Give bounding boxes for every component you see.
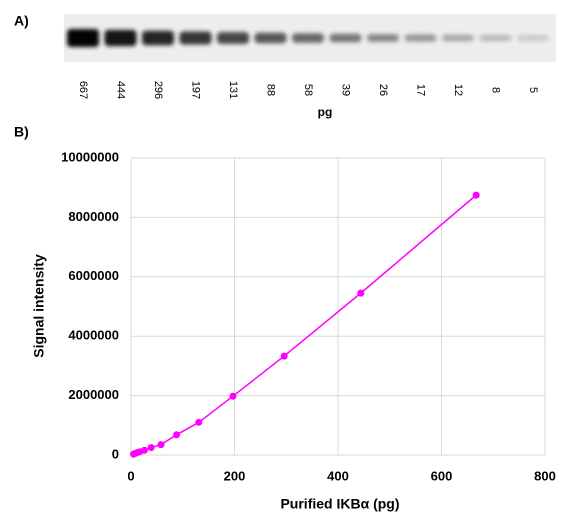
blot-band bbox=[405, 34, 437, 41]
data-point bbox=[148, 444, 155, 451]
y-axis-title: Signal intensity bbox=[31, 254, 47, 358]
blot-band bbox=[292, 33, 324, 42]
lane-label: 5 bbox=[527, 87, 539, 93]
series-line bbox=[134, 195, 477, 454]
lane-label: 197 bbox=[190, 81, 202, 99]
data-point bbox=[173, 431, 180, 438]
x-axis-title: Purified IKBα (pg) bbox=[280, 496, 399, 512]
data-point bbox=[195, 419, 202, 426]
page: A) pg B) Purified IKBα (pg) Signal inten… bbox=[0, 0, 566, 516]
blot-band bbox=[480, 35, 512, 41]
y-tick-label: 8000000 bbox=[68, 209, 119, 224]
y-tick-label: 2000000 bbox=[68, 387, 119, 402]
data-point bbox=[281, 353, 288, 360]
y-tick-label: 6000000 bbox=[68, 268, 119, 283]
y-tick-label: 4000000 bbox=[68, 328, 119, 343]
x-tick-label: 200 bbox=[224, 468, 246, 483]
blot-band bbox=[217, 32, 249, 44]
lane-label: 26 bbox=[377, 84, 389, 96]
lane-label: 17 bbox=[415, 84, 427, 96]
lane-label: 39 bbox=[340, 84, 352, 96]
figure: A) pg B) Purified IKBα (pg) Signal inten… bbox=[0, 0, 566, 516]
blot-band bbox=[67, 29, 99, 47]
panel-label: B) bbox=[14, 124, 29, 140]
blot-band bbox=[517, 35, 549, 41]
blot-band bbox=[180, 31, 212, 44]
x-tick-label: 400 bbox=[327, 468, 349, 483]
blot-unit: pg bbox=[318, 105, 333, 119]
data-point bbox=[141, 447, 148, 454]
x-tick-label: 800 bbox=[534, 468, 556, 483]
blot-band bbox=[442, 35, 474, 42]
data-point bbox=[158, 441, 165, 448]
data-point bbox=[473, 192, 480, 199]
lane-label: 12 bbox=[452, 84, 464, 96]
lane-label: 131 bbox=[227, 81, 239, 99]
blot-band bbox=[255, 33, 287, 44]
lane-label: 296 bbox=[152, 81, 164, 99]
data-point bbox=[357, 290, 364, 297]
lane-label: 8 bbox=[490, 87, 502, 93]
lane-label: 444 bbox=[115, 81, 127, 99]
blot-band bbox=[105, 30, 137, 46]
y-tick-label: 0 bbox=[112, 446, 119, 461]
lane-label: 88 bbox=[265, 84, 277, 96]
x-tick-label: 0 bbox=[127, 468, 134, 483]
panel-label: A) bbox=[14, 13, 29, 29]
lane-label: 58 bbox=[302, 84, 314, 96]
y-tick-label: 10000000 bbox=[61, 149, 119, 164]
x-tick-label: 600 bbox=[431, 468, 453, 483]
blot-band bbox=[367, 34, 399, 42]
blot-band bbox=[330, 34, 362, 43]
data-point bbox=[229, 393, 236, 400]
blot-band bbox=[142, 31, 174, 46]
lane-label: 667 bbox=[77, 81, 89, 99]
